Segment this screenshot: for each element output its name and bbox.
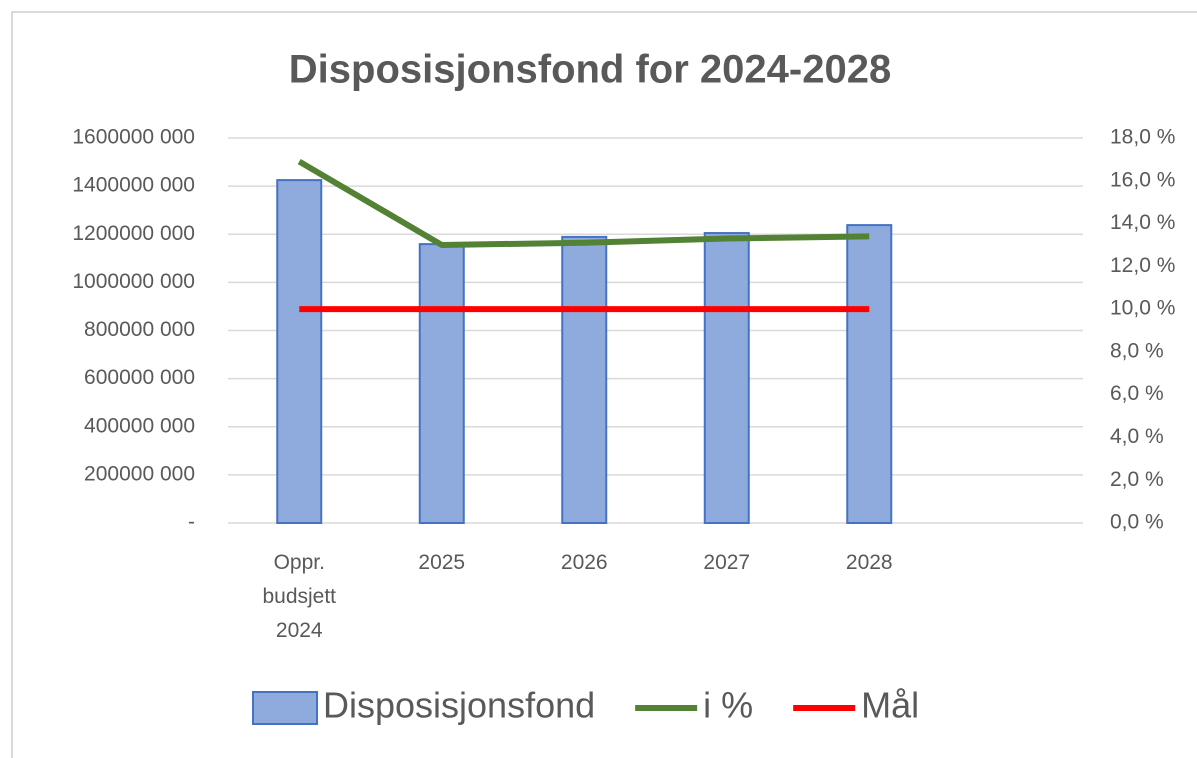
line (297, 158, 870, 248)
x-tick-label: 2028 (846, 551, 893, 574)
legend-swatch (252, 691, 318, 725)
chart-title: Disposisjonsfond for 2024-2028 (289, 48, 891, 92)
x-tick-label: 2026 (561, 551, 608, 574)
y-tick-label: 1200000 000 (72, 222, 195, 245)
bar (561, 235, 608, 524)
y-tick-label: 400000 000 (84, 414, 195, 437)
bar (703, 232, 750, 524)
x-tick-label: 2027 (703, 551, 750, 574)
x-tick-label: Oppr. budsjett 2024 (262, 551, 336, 642)
legend-label: i % (703, 685, 753, 726)
bar (276, 179, 323, 524)
legend-label: Disposisjonsfond (323, 685, 595, 726)
y2-tick-label: 16,0 % (1110, 168, 1175, 191)
y-tick-label: 1000000 000 (72, 270, 195, 293)
bar (846, 224, 893, 524)
y2-tick-label: 14,0 % (1110, 211, 1175, 234)
y-tick-label: 600000 000 (84, 366, 195, 389)
bar (418, 243, 465, 524)
y-tick-label: 200000 000 (84, 462, 195, 485)
y2-tick-label: 18,0 % (1110, 126, 1175, 149)
y2-tick-label: 0,0 % (1110, 511, 1164, 534)
y2-tick-label: 4,0 % (1110, 425, 1164, 448)
y-tick-label: 1400000 000 (72, 174, 195, 197)
y-tick-label: 1600000 000 (72, 126, 195, 149)
legend-label: Mål (861, 685, 919, 726)
y2-tick-label: 8,0 % (1110, 339, 1164, 362)
x-tick-label: 2025 (418, 551, 465, 574)
y2-tick-label: 12,0 % (1110, 254, 1175, 277)
y2-tick-label: 6,0 % (1110, 382, 1164, 405)
y-tick-label: 800000 000 (84, 318, 195, 341)
y2-tick-label: 2,0 % (1110, 468, 1164, 491)
y2-tick-label: 10,0 % (1110, 297, 1175, 320)
y-tick-label: - (188, 511, 195, 534)
